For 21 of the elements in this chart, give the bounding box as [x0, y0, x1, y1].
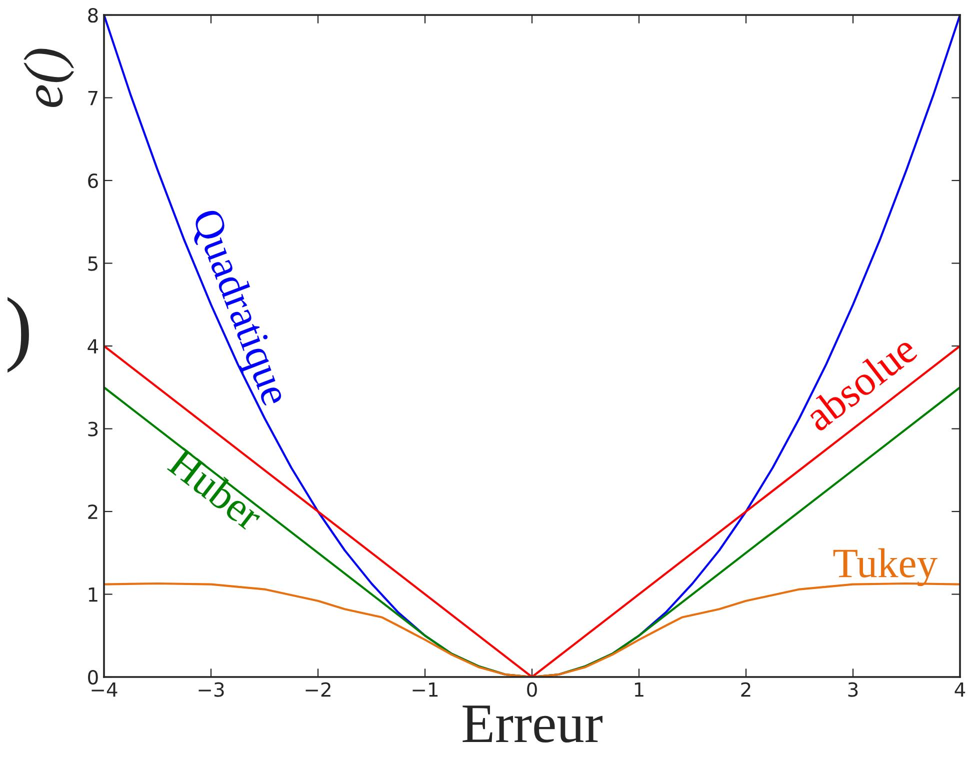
x-tick-label: −2 — [306, 682, 330, 697]
text: ) — [8, 297, 29, 373]
y-tick-label: 2 — [88, 504, 98, 519]
x-tick-label: 2 — [741, 682, 750, 697]
x-tick-label: 4 — [954, 682, 966, 697]
x-tick-label: −1 — [412, 682, 438, 697]
x-axis-title: Erreur — [462, 706, 602, 743]
y-tick-label: 7 — [88, 90, 98, 106]
y-tick-label: 6 — [88, 173, 98, 188]
y-axis-title: e() — [24, 48, 74, 108]
y-tick-label: 5 — [88, 256, 98, 271]
y-tick-label: 8 — [88, 8, 98, 23]
x-tick-label: −4 — [92, 682, 118, 697]
y-tick-label: 3 — [88, 422, 98, 436]
y-tick-label: 4 — [88, 339, 98, 354]
y-tick-label: 0 — [88, 670, 98, 685]
x-tick-label: 3 — [848, 682, 858, 697]
y-tick-label: 1 — [88, 587, 98, 602]
x-tick-label: −3 — [198, 682, 224, 697]
x-tick-label: 1 — [634, 682, 644, 697]
x-tick-label: 0 — [527, 682, 537, 697]
